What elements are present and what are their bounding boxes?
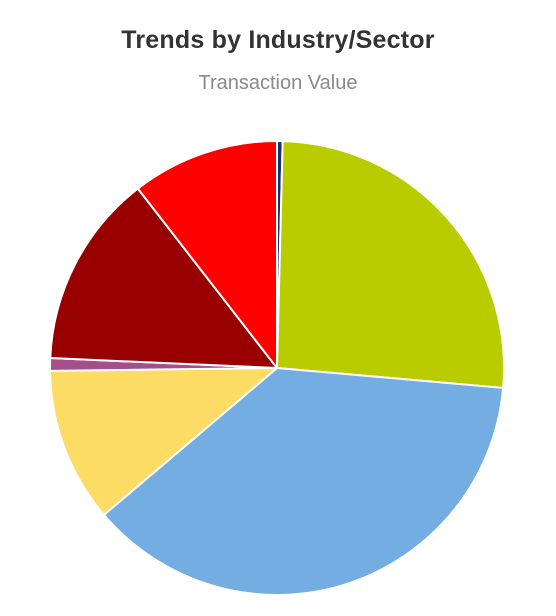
- pie-slice-7[interactable]: [136, 140, 278, 369]
- chart-subtitle: Transaction Value: [198, 72, 358, 94]
- pie-slice-4[interactable]: [49, 367, 278, 516]
- pie-slice-6[interactable]: [49, 187, 278, 369]
- pie-slice-2[interactable]: [276, 140, 505, 389]
- pie-slices: [49, 139, 505, 596]
- chart-title: Trends by Industry/Sector: [121, 26, 435, 54]
- pie-slice-3[interactable]: [102, 367, 505, 596]
